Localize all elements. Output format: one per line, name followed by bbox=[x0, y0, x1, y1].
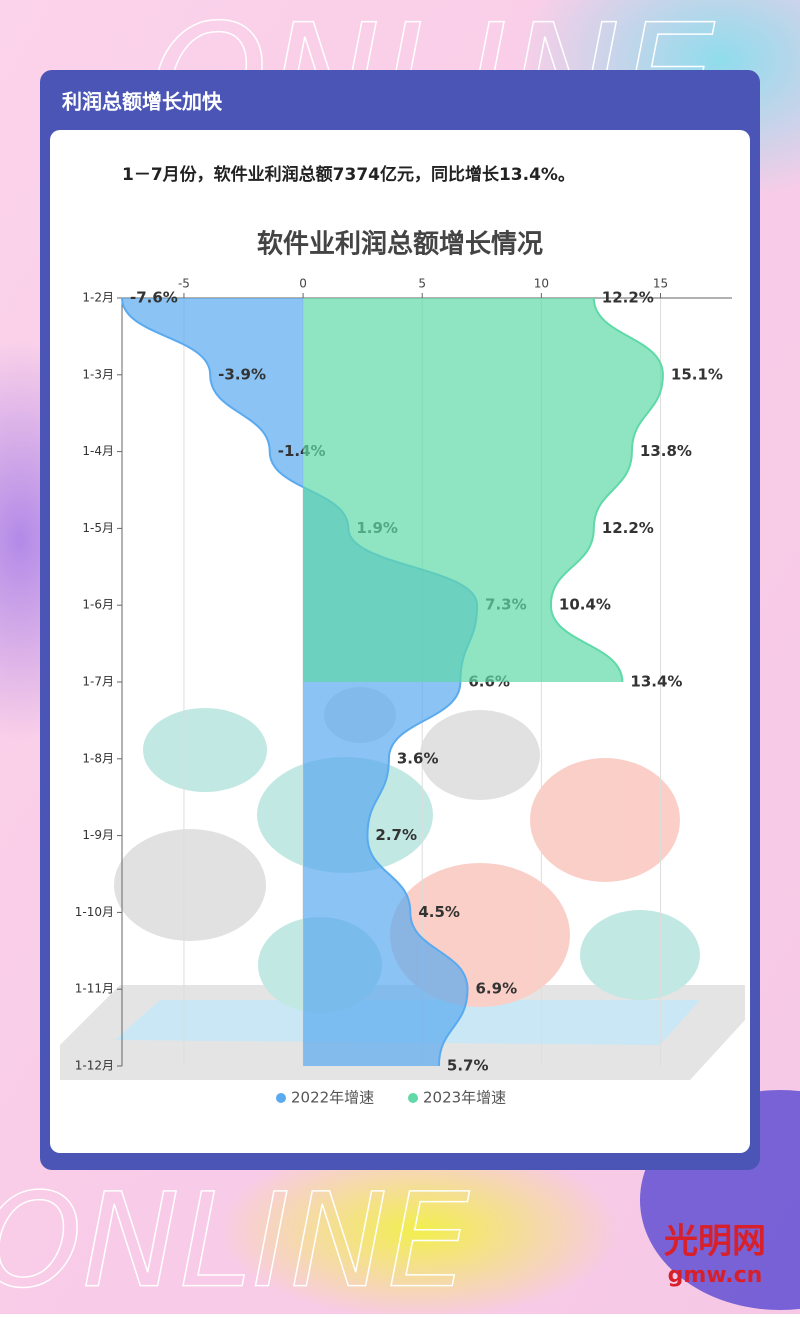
y-tick-label: 1-12月 bbox=[75, 1059, 114, 1073]
y-tick-label: 1-6月 bbox=[82, 598, 114, 612]
value-label: 6.9% bbox=[476, 980, 518, 998]
value-label: 4.5% bbox=[418, 903, 460, 921]
value-label: 15.1% bbox=[671, 365, 723, 383]
value-label: 10.4% bbox=[559, 596, 611, 614]
value-label: 13.8% bbox=[640, 442, 692, 460]
chart: -5 0 5 10 15 1-2月 1-3月 1-4月 1-5月 1-6月 1-7月 1-8月 1-9月… bbox=[75, 277, 732, 1107]
value-label: 12.2% bbox=[602, 289, 654, 307]
decor-blob bbox=[220, 1140, 620, 1318]
x-tick-label: 0 bbox=[299, 277, 307, 291]
legend-marker bbox=[408, 1093, 418, 1103]
x-tick-label: -5 bbox=[178, 277, 190, 291]
area-line bbox=[549, 297, 664, 683]
x-tick-label: 5 bbox=[418, 277, 426, 291]
logo-domain: gmw.cn bbox=[668, 1263, 763, 1288]
value-label: 12.2% bbox=[602, 519, 654, 537]
y-tick-label: 1-9月 bbox=[82, 828, 114, 842]
y-tick-label: 1-2月 bbox=[82, 291, 114, 305]
y-tick-label: 1-3月 bbox=[82, 367, 114, 381]
area bbox=[303, 298, 663, 682]
header-title: 利润总额增长加快 bbox=[62, 90, 223, 114]
watermark: ONLINE bbox=[0, 1165, 470, 1314]
y-tick-label: 1-8月 bbox=[82, 751, 114, 765]
value-label: 13.4% bbox=[630, 673, 682, 691]
y-tick-label: 1-7月 bbox=[82, 675, 114, 689]
x-tick-label: 10 bbox=[534, 277, 549, 291]
value-label: -7.6% bbox=[130, 289, 178, 307]
x-tick-label: 15 bbox=[653, 277, 668, 291]
logo-name: 光明网 bbox=[664, 1222, 766, 1262]
legend-label: 2022年增速 bbox=[291, 1089, 374, 1107]
value-label: 5.7% bbox=[447, 1057, 489, 1075]
value-label: 3.6% bbox=[397, 749, 439, 767]
subtitle: 1－7月份，软件业利润总额7374亿元，同比增长13.4%。 bbox=[122, 164, 575, 185]
y-tick-label: 1-5月 bbox=[82, 521, 114, 535]
legend-marker bbox=[276, 1093, 286, 1103]
value-label: -3.9% bbox=[218, 365, 266, 383]
y-tick-label: 1-11月 bbox=[75, 982, 114, 996]
legend-label: 2023年增速 bbox=[423, 1089, 506, 1107]
value-label: 2.7% bbox=[375, 826, 417, 844]
chart-title: 软件业利润总额增长情况 bbox=[257, 229, 543, 260]
y-tick-label: 1-10月 bbox=[75, 905, 114, 919]
y-tick-label: 1-4月 bbox=[82, 444, 114, 458]
